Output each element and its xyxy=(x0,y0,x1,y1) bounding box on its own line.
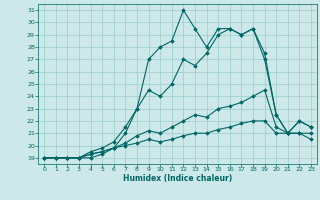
X-axis label: Humidex (Indice chaleur): Humidex (Indice chaleur) xyxy=(123,174,232,183)
